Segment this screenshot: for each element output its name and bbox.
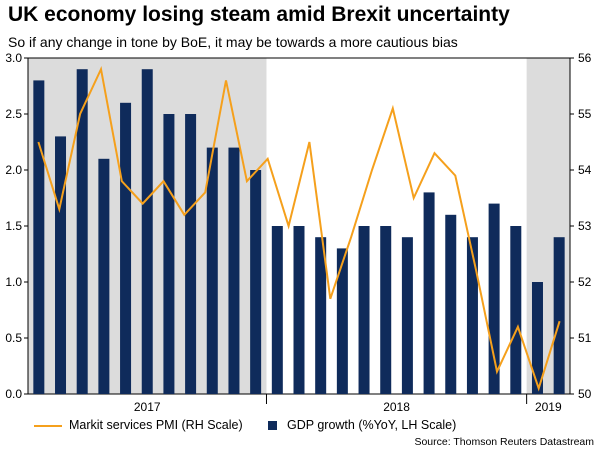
gdp-bar: [401, 237, 413, 394]
legend-line-swatch: [34, 424, 62, 427]
legend-pmi-label: Markit services PMI (RH Scale): [69, 418, 243, 432]
y-left-tick-label: 1.5: [5, 219, 22, 233]
gdp-bar: [293, 226, 305, 394]
y-left-tick-label: 3.0: [5, 51, 22, 65]
legend-item-pmi: Markit services PMI (RH Scale): [34, 418, 243, 432]
gdp-bar: [33, 80, 45, 395]
legend-gdp-label: GDP growth (%YoY, LH Scale): [287, 418, 457, 432]
gdp-bar: [531, 282, 543, 394]
gdp-bar: [336, 248, 348, 394]
y-right-tick-label: 55: [578, 107, 592, 121]
y-right-tick-label: 54: [578, 163, 592, 177]
x-tick-label: 2018: [383, 400, 410, 414]
y-right-tick-label: 56: [578, 51, 592, 65]
gdp-bar: [55, 136, 67, 394]
y-left-tick-label: 1.0: [5, 275, 22, 289]
x-tick-label: 2017: [134, 400, 161, 414]
y-right-tick-label: 50: [578, 387, 592, 401]
gdp-bar: [380, 226, 392, 394]
legend-item-gdp: GDP growth (%YoY, LH Scale): [268, 418, 456, 432]
gdp-bar: [76, 69, 88, 394]
y-right-tick-label: 51: [578, 331, 592, 345]
gdp-bar: [358, 226, 370, 394]
x-tick-label: 2019: [535, 400, 562, 414]
legend-bar-swatch: [268, 421, 277, 431]
y-right-tick-label: 53: [578, 219, 592, 233]
gdp-bar: [185, 114, 197, 394]
gdp-bar: [98, 158, 110, 394]
gdp-bar: [315, 237, 327, 394]
gdp-bar: [250, 170, 262, 394]
gdp-bar: [141, 69, 153, 394]
gdp-bar: [206, 147, 218, 394]
gdp-bar: [553, 237, 565, 394]
pmi-line: [37, 65, 561, 392]
y-left-tick-label: 0.0: [5, 387, 22, 401]
gdp-bar: [163, 114, 175, 394]
gdp-bar: [488, 203, 500, 394]
y-left-tick-label: 2.5: [5, 107, 22, 121]
gdp-bar: [120, 102, 132, 395]
gdp-bar: [466, 237, 478, 394]
gdp-bar: [228, 147, 240, 394]
gdp-bar: [510, 226, 522, 394]
chart-title: UK economy losing steam amid Brexit unce…: [8, 3, 510, 26]
chart-subtitle: So if any change in tone by BoE, it may …: [8, 34, 458, 50]
y-right-tick-label: 52: [578, 275, 592, 289]
gdp-bar: [271, 226, 283, 394]
gdp-bar: [423, 192, 435, 394]
source-note: Source: Thomson Reuters Datastream: [414, 436, 594, 448]
gdp-bar: [445, 214, 457, 394]
y-left-tick-label: 0.5: [5, 331, 22, 345]
y-left-tick-label: 2.0: [5, 163, 22, 177]
